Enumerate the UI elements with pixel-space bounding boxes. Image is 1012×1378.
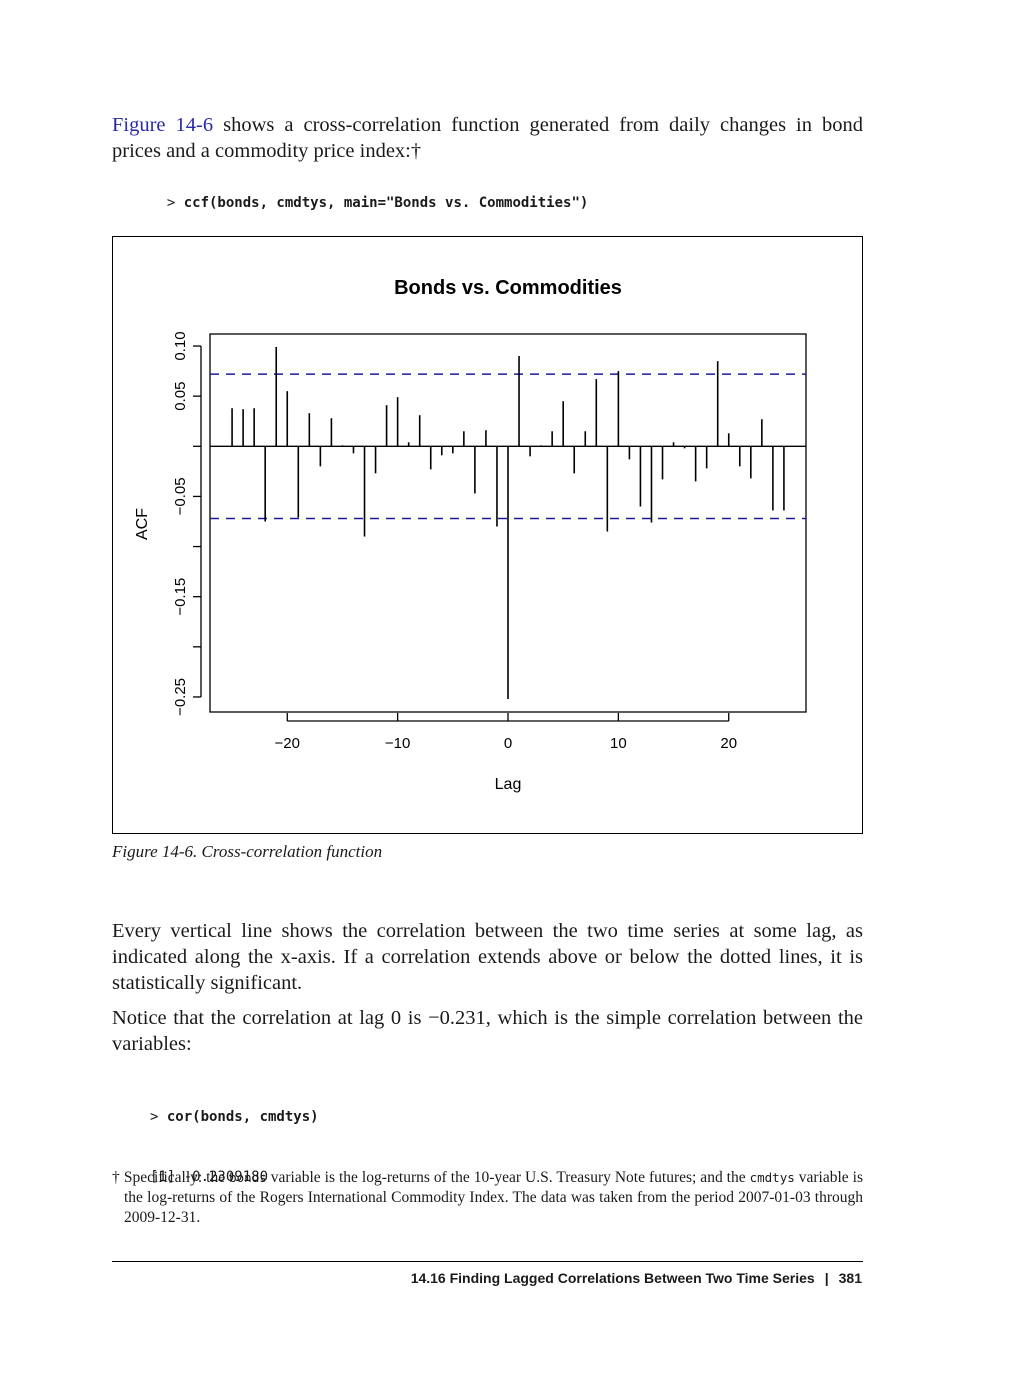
- x-tick-label: 0: [504, 735, 512, 752]
- footnote-text: variable is the log-returns of the 10-ye…: [266, 1169, 750, 1186]
- y-axis: −0.25 −0.15 −0.05 0.05 0.10: [172, 331, 202, 716]
- footer-section-title: 14.16 Finding Lagged Correlations Betwee…: [410, 1270, 815, 1286]
- x-axis: −20 −10 0 10 20: [275, 713, 737, 752]
- ccf-chart: Bonds vs. Commodities −0.25 −0.15 −0.05 0.0…: [134, 277, 807, 793]
- paragraph-lag-zero: Notice that the correlation at lag 0 is …: [112, 1007, 863, 1055]
- x-axis-label: Lag: [495, 776, 522, 793]
- code-output: [1] -0.2309180: [150, 1169, 269, 1185]
- y-tick-label: −0.05: [172, 477, 189, 515]
- y-tick-label: 0.10: [172, 331, 189, 360]
- intro-text: shows a cross-correlation function gener…: [112, 114, 863, 162]
- footnote-text: Specifically: the: [119, 1169, 230, 1186]
- code-prompt: >: [150, 1109, 167, 1125]
- ccf-bars: [231, 347, 785, 699]
- paragraph-explanation: Every vertical line shows the correlatio…: [112, 920, 863, 994]
- x-tick-label: 20: [720, 735, 737, 752]
- y-tick-label: −0.15: [172, 578, 189, 616]
- code-prompt: >: [166, 195, 184, 211]
- code-command: ccf(bonds, cmdtys, main="Bonds vs. Commo…: [183, 195, 589, 211]
- footnote-marker: †: [410, 140, 422, 162]
- intro-paragraph: Figure 14-6 shows a cross-correlation fu…: [112, 112, 863, 164]
- code-bonds: bonds: [229, 1170, 267, 1185]
- page-number: 381: [838, 1270, 862, 1286]
- code-command: cor(bonds, cmdtys): [166, 1109, 319, 1125]
- plot-box: [209, 333, 807, 713]
- footer-separator: |: [824, 1270, 829, 1286]
- x-tick-label: −20: [275, 735, 300, 752]
- running-footer: 14.16 Finding Lagged Correlations Betwee…: [411, 1270, 862, 1286]
- code-block-cor: > cor(bonds, cmdtys) [1] -0.2309180: [150, 1067, 319, 1207]
- y-tick-label: −0.25: [172, 678, 189, 716]
- y-tick-label: 0.05: [172, 382, 189, 411]
- footnote-text: variable is the log-returns of the Roger…: [124, 1169, 863, 1226]
- footer-rule: [112, 1261, 863, 1262]
- footnote-marker: †: [112, 1169, 120, 1186]
- figure-reference-link[interactable]: Figure 14-6: [112, 114, 214, 136]
- x-tick-label: −10: [385, 735, 410, 752]
- figure-frame: Bonds vs. Commodities −0.25 −0.15 −0.05 0.0…: [112, 236, 863, 834]
- chart-title: Bonds vs. Commodities: [394, 277, 622, 299]
- code-block-ccf: > ccf(bonds, cmdtys, main="Bonds vs. Com…: [150, 173, 588, 213]
- code-cmdtys: cmdtys: [749, 1170, 795, 1185]
- confidence-bounds: [210, 373, 806, 520]
- figure-caption: Figure 14-6. Cross-correlation function: [112, 842, 383, 861]
- footnote: † Specifically: the bonds variable is th…: [112, 1168, 863, 1228]
- x-tick-label: 10: [610, 735, 627, 752]
- y-axis-label: ACF: [134, 508, 151, 540]
